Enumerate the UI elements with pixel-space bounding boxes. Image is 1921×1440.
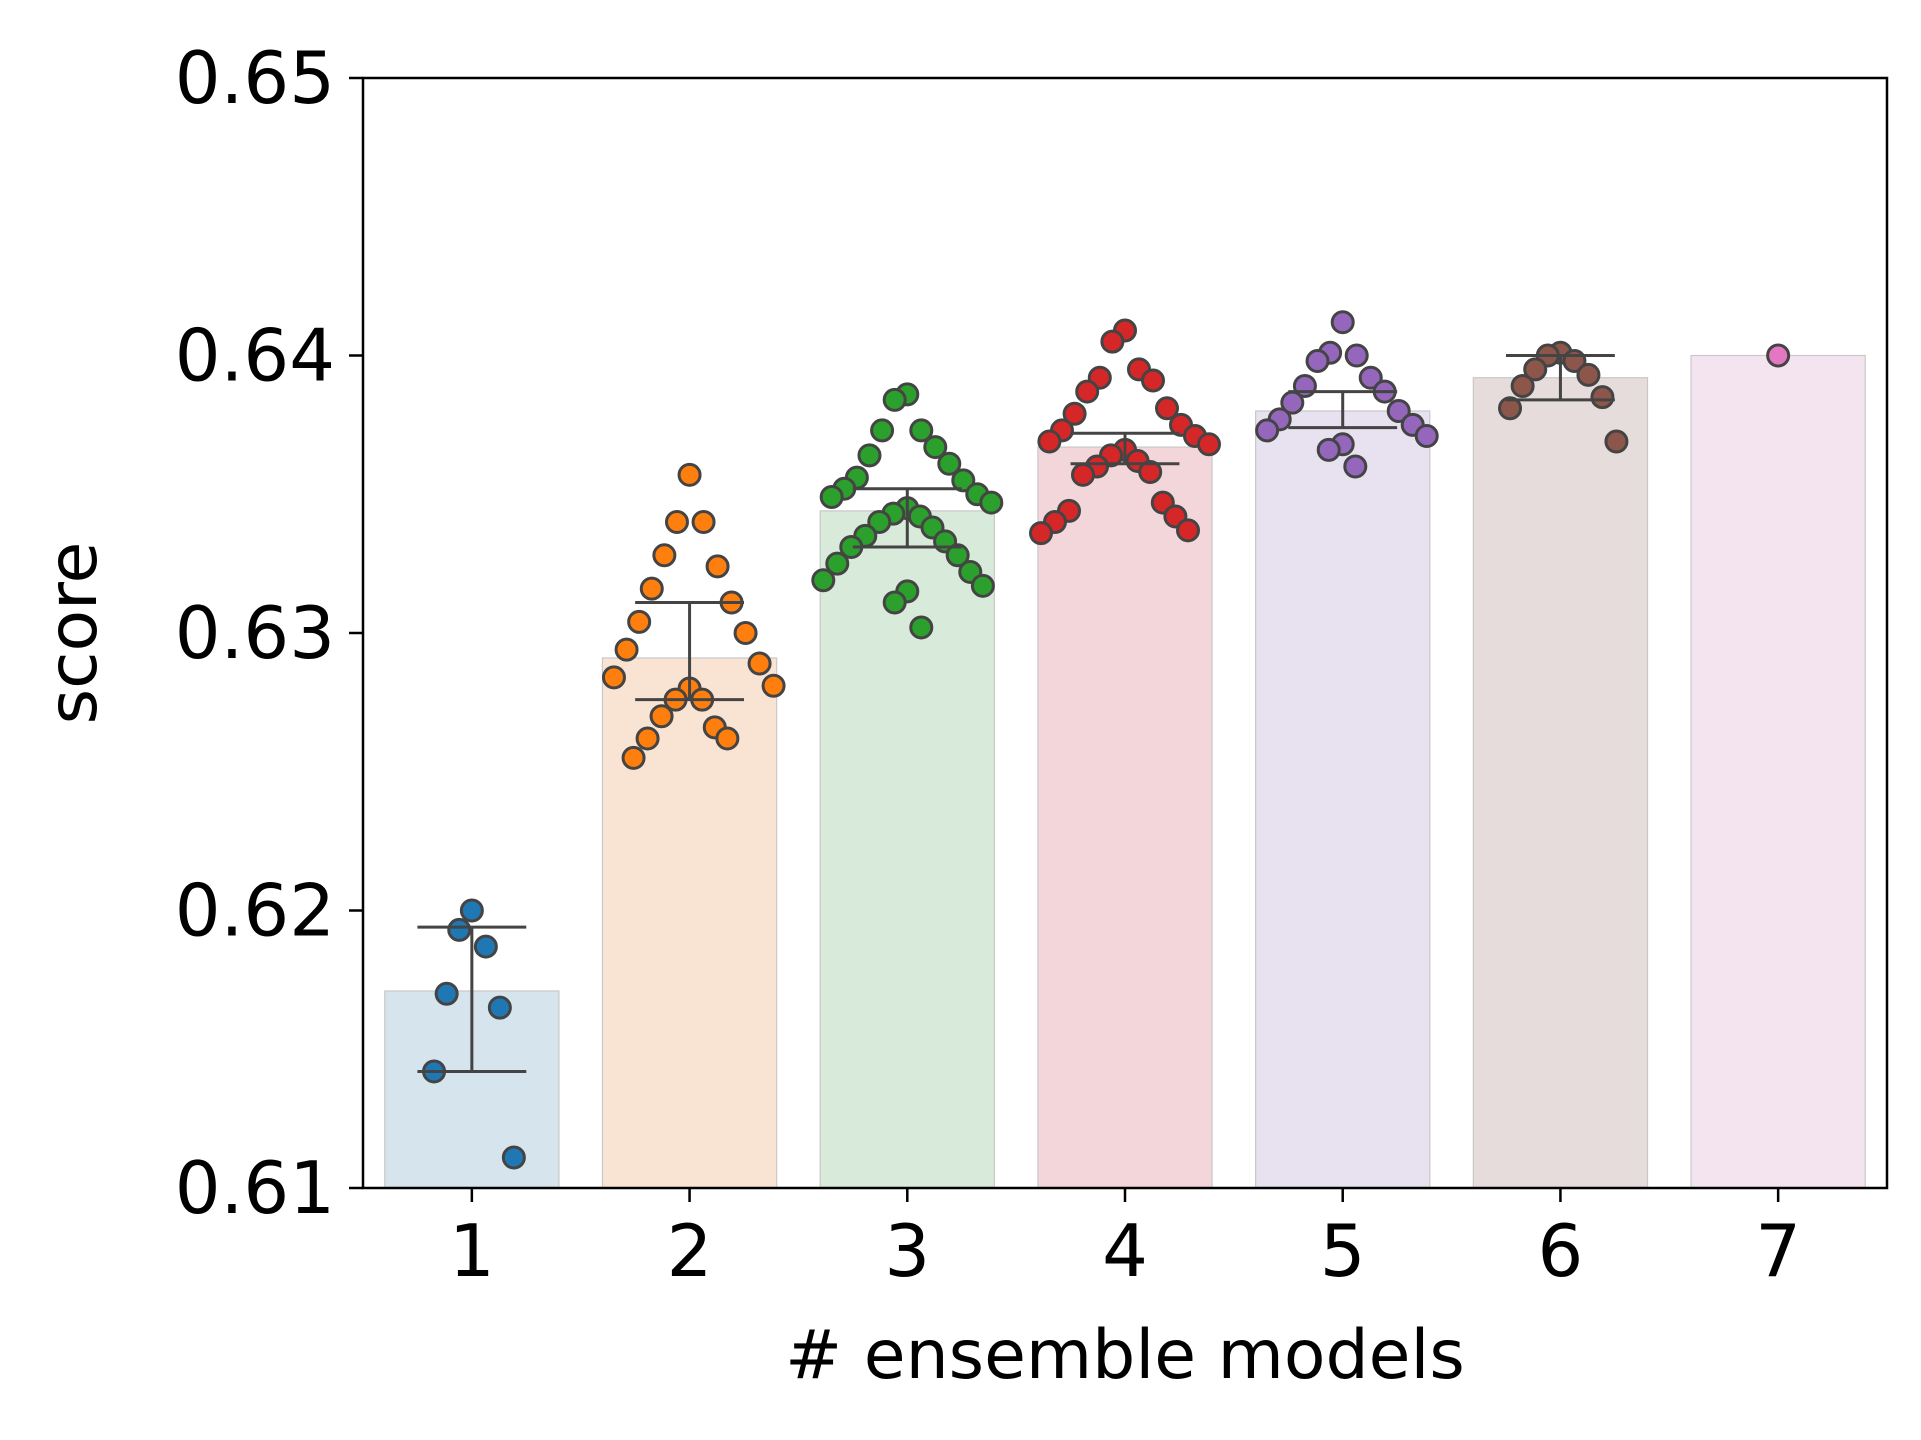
point-4-2 [1100, 329, 1125, 354]
point-2-2 [664, 510, 689, 534]
x-tick-label-2: 2 [667, 1209, 713, 1293]
bar-4 [1037, 446, 1213, 1189]
point-3-17 [867, 510, 892, 534]
point-4-8 [1062, 401, 1087, 426]
point-3-5 [923, 435, 948, 460]
point-2-10 [614, 637, 639, 662]
x-tick-label-3: 3 [884, 1209, 930, 1293]
point-6-6 [1510, 374, 1535, 399]
bars-layer [384, 354, 1866, 1189]
errorbars-layer [417, 354, 1615, 1073]
point-6-7 [1590, 385, 1615, 410]
y-tick-label-0.61: 0.61 [175, 1146, 335, 1230]
point-3-2 [882, 387, 907, 412]
point-3-22 [945, 543, 970, 568]
point-2-19 [635, 726, 660, 751]
point-1-1 [459, 898, 484, 923]
point-5-12 [1255, 418, 1280, 443]
point-3-28 [882, 590, 907, 615]
point-4-6 [1075, 379, 1100, 404]
point-1-7 [501, 1145, 526, 1170]
point-4-25 [1029, 521, 1053, 546]
y-tick-label-0.63: 0.63 [175, 591, 335, 675]
point-3-3 [909, 418, 934, 443]
x-tick-label-6: 6 [1538, 1209, 1584, 1293]
y-axis-label: score [34, 542, 113, 725]
point-2-9 [733, 621, 758, 645]
point-2-5 [705, 554, 730, 579]
point-7-1 [1766, 343, 1791, 368]
point-3-23 [825, 551, 850, 576]
bar-7 [1690, 354, 1866, 1189]
point-2-12 [601, 665, 626, 690]
point-2-20 [715, 726, 740, 751]
point-2-17 [649, 704, 674, 729]
point-2-8 [627, 609, 652, 634]
bar-2 [601, 657, 778, 1189]
point-3-26 [970, 573, 995, 598]
point-6-8 [1498, 396, 1523, 421]
point-4-12 [1037, 429, 1062, 454]
x-axis-label: # ensemble models [785, 1316, 1465, 1395]
point-2-11 [747, 651, 772, 676]
point-1-4 [434, 981, 459, 1006]
point-2-3 [691, 510, 716, 534]
points-layer [422, 310, 1791, 1170]
point-5-16 [1343, 454, 1368, 479]
point-5-5 [1358, 365, 1383, 390]
point-5-4 [1305, 349, 1330, 374]
point-2-13 [761, 673, 786, 698]
point-4-19 [1071, 462, 1095, 487]
point-5-3 [1344, 343, 1369, 368]
point-4-5 [1141, 368, 1165, 393]
point-2-6 [639, 576, 664, 601]
point-6-5 [1576, 362, 1601, 387]
point-2-4 [652, 543, 677, 568]
point-4-13 [1197, 432, 1221, 457]
x-tick-label-4: 4 [1102, 1209, 1148, 1293]
y-tick-label-0.62: 0.62 [175, 869, 335, 953]
point-2-21 [621, 745, 646, 770]
y-tick-label-0.64: 0.64 [175, 314, 335, 398]
point-5-9 [1386, 399, 1411, 423]
point-3-12 [819, 485, 844, 510]
point-5-15 [1316, 437, 1341, 462]
bar-6 [1472, 377, 1649, 1189]
point-5-13 [1414, 423, 1439, 448]
point-4-18 [1138, 460, 1163, 485]
bar-5 [1255, 410, 1431, 1189]
x-tick-label-1: 1 [449, 1209, 495, 1293]
point-3-4 [870, 418, 895, 443]
point-5-1 [1330, 310, 1355, 335]
point-3-13 [979, 490, 1004, 515]
point-3-29 [909, 615, 934, 640]
y-tick-label-0.65: 0.65 [175, 36, 335, 120]
point-3-25 [811, 568, 836, 593]
point-4-7 [1155, 396, 1179, 421]
point-3-6 [857, 443, 882, 468]
point-1-2 [447, 917, 472, 942]
point-3-7 [937, 451, 962, 476]
bar-3 [819, 510, 995, 1189]
point-6-9 [1604, 429, 1629, 454]
point-3-9 [951, 468, 976, 493]
point-4-24 [1176, 518, 1200, 543]
point-1-5 [487, 995, 512, 1020]
point-1-3 [473, 934, 498, 959]
point-2-1 [677, 462, 702, 487]
x-tick-label-5: 5 [1320, 1209, 1366, 1293]
x-tick-label-7: 7 [1755, 1209, 1801, 1293]
ticks-layer: 0.61 0.62 0.63 0.64 0.65 1 2 3 4 5 6 7 [175, 36, 1801, 1293]
point-6-4 [1523, 357, 1548, 382]
